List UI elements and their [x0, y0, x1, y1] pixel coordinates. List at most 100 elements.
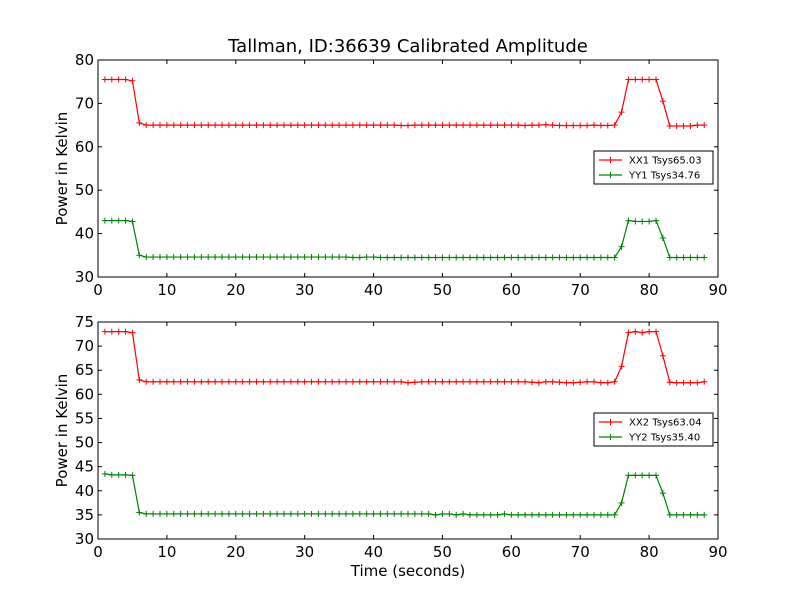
- data-point: [632, 328, 639, 335]
- data-point: [157, 510, 163, 517]
- data-point: [115, 217, 122, 224]
- x-axis-label: Time (seconds): [350, 562, 466, 580]
- data-point: [549, 378, 556, 385]
- data-point: [646, 328, 653, 335]
- y-tick-label: 30: [75, 530, 94, 548]
- data-point: [322, 122, 329, 129]
- data-point: [308, 254, 315, 261]
- data-point: [618, 499, 625, 506]
- data-point: [467, 511, 473, 518]
- data-point: [570, 511, 577, 518]
- data-point: [198, 378, 205, 385]
- data-point: [694, 379, 701, 386]
- data-point: [363, 122, 370, 129]
- data-point: [535, 511, 542, 518]
- data-point: [308, 510, 315, 517]
- series-1-group: [101, 328, 708, 386]
- data-point: [467, 122, 473, 129]
- data-point: [680, 254, 687, 261]
- legend: XX2 Tsys63.04 YY2 Tsys35.40: [593, 412, 714, 447]
- data-point: [487, 511, 494, 518]
- data-point: [398, 122, 405, 129]
- data-point: [170, 510, 177, 517]
- data-point: [446, 254, 453, 261]
- data-point: [108, 217, 115, 224]
- x-tick-label: 0: [93, 543, 103, 561]
- data-point: [219, 122, 225, 129]
- data-point: [101, 217, 108, 224]
- data-point: [294, 254, 301, 261]
- data-point: [411, 510, 418, 517]
- data-point: [177, 510, 184, 517]
- data-point: [632, 472, 639, 479]
- data-point: [570, 379, 577, 386]
- x-tick-label: 30: [295, 543, 314, 561]
- data-point: [136, 252, 143, 259]
- y-tick-label: 65: [75, 361, 94, 379]
- data-point: [653, 472, 659, 479]
- data-point: [315, 510, 322, 517]
- data-point: [349, 510, 356, 517]
- data-point: [411, 254, 418, 261]
- x-tick-label: 30: [295, 281, 314, 299]
- data-point: [129, 218, 136, 225]
- data-point: [549, 511, 556, 518]
- data-point: [611, 122, 618, 129]
- data-point: [191, 122, 198, 129]
- data-point: [177, 254, 184, 261]
- data-point: [260, 122, 267, 129]
- data-point: [246, 254, 253, 261]
- data-point: [653, 328, 659, 335]
- y-axis-label: Power in Kelvin: [53, 374, 71, 488]
- data-point: [659, 234, 666, 241]
- data-point: [446, 378, 453, 385]
- data-point: [597, 122, 604, 129]
- y-tick-label: 70: [75, 337, 94, 355]
- data-point: [115, 471, 122, 478]
- x-tick-label: 50: [433, 543, 452, 561]
- x-tick-label: 70: [571, 543, 590, 561]
- data-point: [101, 76, 108, 83]
- data-point: [294, 510, 301, 517]
- data-point: [212, 510, 219, 517]
- data-point: [308, 378, 315, 385]
- data-point: [329, 122, 336, 129]
- data-point: [136, 509, 143, 516]
- series-line: [104, 331, 705, 384]
- data-point: [515, 511, 522, 518]
- data-point: [529, 122, 535, 129]
- data-point: [281, 510, 287, 517]
- data-point: [136, 376, 143, 383]
- data-point: [108, 328, 115, 335]
- data-point: [604, 122, 611, 129]
- data-point: [687, 511, 694, 518]
- legend-label: YY2 Tsys35.40: [628, 433, 700, 444]
- data-point: [205, 254, 212, 261]
- data-point: [480, 378, 487, 385]
- data-point: [260, 510, 267, 517]
- data-point: [659, 352, 666, 359]
- data-point: [184, 510, 191, 517]
- data-point: [349, 378, 356, 385]
- y-tick-label: 40: [75, 482, 94, 500]
- y-tick-label: 80: [75, 51, 94, 69]
- data-point: [191, 254, 198, 261]
- data-point: [653, 76, 659, 83]
- y-tick-label: 70: [75, 94, 94, 112]
- data-point: [184, 122, 191, 129]
- legend-box: [593, 150, 714, 185]
- data-point: [535, 122, 542, 129]
- data-point: [356, 254, 363, 261]
- data-point: [508, 122, 515, 129]
- data-point: [377, 378, 384, 385]
- legend-label: XX1 Tsys65.03: [629, 156, 702, 167]
- data-point: [198, 254, 205, 261]
- data-point: [666, 511, 673, 518]
- data-point: [625, 472, 632, 479]
- data-point: [508, 378, 515, 385]
- chart-panel-1: Tallman, ID:36639 Calibrated Amplitude 0 1…: [53, 36, 728, 299]
- data-point: [370, 378, 377, 385]
- data-point: [597, 254, 604, 261]
- data-point: [487, 378, 494, 385]
- data-point: [246, 510, 253, 517]
